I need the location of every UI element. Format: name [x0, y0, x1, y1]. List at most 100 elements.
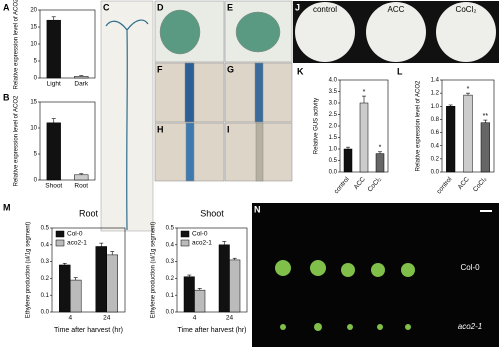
panel-label: N	[254, 204, 261, 214]
panel-label: I	[227, 124, 230, 134]
panel-label: A	[3, 2, 10, 12]
dish	[295, 2, 355, 62]
panel-label: G	[227, 64, 234, 74]
y-axis-label: Ethylene production (ul/1g segment)	[151, 222, 157, 318]
y-tick-label: 0.5	[41, 226, 50, 232]
significance-mark: *	[363, 89, 366, 96]
y-tick-label: 0.2	[41, 276, 50, 282]
plants	[275, 260, 415, 331]
bar	[59, 264, 71, 313]
bar	[74, 76, 89, 79]
y-tick-label: 10	[30, 42, 37, 48]
image-label: aco2-1	[458, 322, 482, 331]
bar	[375, 153, 385, 173]
y-tick-label: 0.4	[166, 242, 175, 248]
panel-label: F	[157, 64, 163, 74]
bar	[463, 94, 473, 173]
y-tick-label: 0.4	[41, 242, 50, 248]
chart-title: Shoot	[200, 208, 224, 218]
image-label: ACC	[388, 5, 405, 14]
y-tick-label: 0.0	[41, 310, 50, 316]
legend-label: Col-0	[67, 231, 83, 238]
x-tick-label: Root	[74, 183, 88, 190]
panel-label: M	[3, 202, 11, 212]
dish	[366, 2, 426, 62]
chart-title: Root	[79, 208, 99, 218]
legend-swatch	[55, 239, 65, 247]
y-tick-label: 0	[34, 178, 38, 184]
y-tick-label: 10	[30, 126, 37, 132]
y-tick-label: 1.0	[431, 104, 440, 110]
panel-label: J	[295, 2, 300, 12]
panel-label: K	[297, 66, 304, 76]
bar	[343, 148, 353, 173]
y-tick-label: 0.1	[166, 293, 175, 299]
y-tick-label: 15	[30, 25, 37, 31]
y-tick-label: 5	[34, 152, 38, 158]
scale-bar	[480, 210, 492, 212]
image-label: CoCl₂	[456, 5, 477, 14]
x-tick-label: 24	[226, 315, 234, 322]
panel-label: B	[3, 92, 10, 102]
panel-label: D	[157, 2, 164, 12]
bar	[106, 254, 118, 313]
bar	[229, 259, 241, 313]
legend-label: aco2-1	[67, 240, 87, 247]
y-tick-label: 0.0	[431, 170, 440, 176]
significance-mark: **	[483, 113, 489, 120]
legend-swatch	[180, 239, 190, 247]
y-tick-label: 0.3	[41, 259, 50, 265]
bar	[194, 289, 206, 313]
y-tick-label: 0.1	[41, 293, 50, 299]
y-tick-label: 0.6	[431, 130, 440, 136]
panel-label: H	[157, 124, 164, 134]
y-tick-label: 0.4	[431, 143, 440, 149]
bar	[46, 122, 61, 181]
y-tick-label: 0.3	[166, 259, 175, 265]
y-axis-label: Relative GUS activity	[314, 98, 320, 154]
bar	[74, 174, 89, 181]
seedling	[105, 19, 149, 231]
legend-label: Col-0	[192, 231, 208, 238]
x-tick-label: Shoot	[45, 183, 62, 190]
y-tick-label: 2.0	[329, 124, 338, 130]
y-tick-label: 3.0	[329, 101, 338, 107]
bar	[95, 246, 108, 313]
bar	[218, 244, 230, 313]
image-label: Col-0	[460, 263, 480, 272]
legend-swatch	[180, 230, 190, 238]
plot-frame	[51, 227, 126, 313]
y-tick-label: 0	[34, 76, 38, 82]
bar	[183, 276, 195, 313]
bar	[359, 102, 369, 173]
y-tick-label: 0.5	[329, 158, 338, 164]
y-tick-label: 2.5	[329, 112, 338, 118]
x-tick-label: Dark	[74, 81, 88, 88]
y-axis-label: Relative expression level of ACO2	[416, 80, 422, 171]
bar	[480, 122, 490, 173]
plot-frame	[176, 227, 248, 313]
y-tick-label: 0.0	[166, 310, 175, 316]
y-tick-label: 4.0	[329, 78, 338, 84]
y-tick-label: 1.4	[431, 78, 440, 84]
panel-label: L	[397, 66, 403, 76]
y-tick-label: 1.5	[329, 135, 338, 141]
y-tick-label: 1.0	[329, 147, 338, 153]
y-tick-label: 0.0	[329, 170, 338, 176]
bar	[446, 106, 456, 173]
y-tick-label: 1.2	[431, 91, 440, 97]
y-tick-label: 20	[30, 8, 37, 14]
y-tick-label: 0.5	[166, 226, 175, 232]
plot-frame	[39, 101, 96, 181]
x-tick-label: 4	[193, 315, 197, 322]
x-axis-label: Time after harvest (hr)	[178, 327, 247, 334]
bar	[46, 19, 61, 79]
significance-mark: *	[379, 145, 382, 152]
y-tick-label: 3.5	[329, 89, 338, 95]
y-tick-label: 0.2	[431, 156, 440, 162]
x-tick-label: 24	[103, 315, 111, 322]
y-tick-label: 5	[34, 59, 38, 65]
photo-grid	[154, 0, 293, 182]
panel-label: E	[227, 2, 233, 12]
